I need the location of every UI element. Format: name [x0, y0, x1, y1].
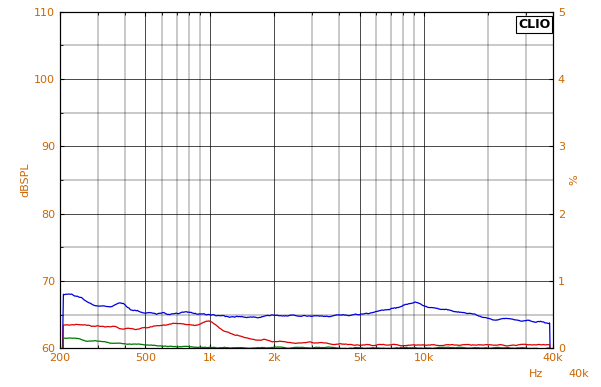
- Y-axis label: dBSPL: dBSPL: [20, 163, 30, 197]
- Y-axis label: %: %: [569, 175, 579, 185]
- Text: CLIO: CLIO: [518, 18, 551, 31]
- Text: Hz: Hz: [529, 369, 543, 379]
- Text: 40k: 40k: [569, 369, 589, 379]
